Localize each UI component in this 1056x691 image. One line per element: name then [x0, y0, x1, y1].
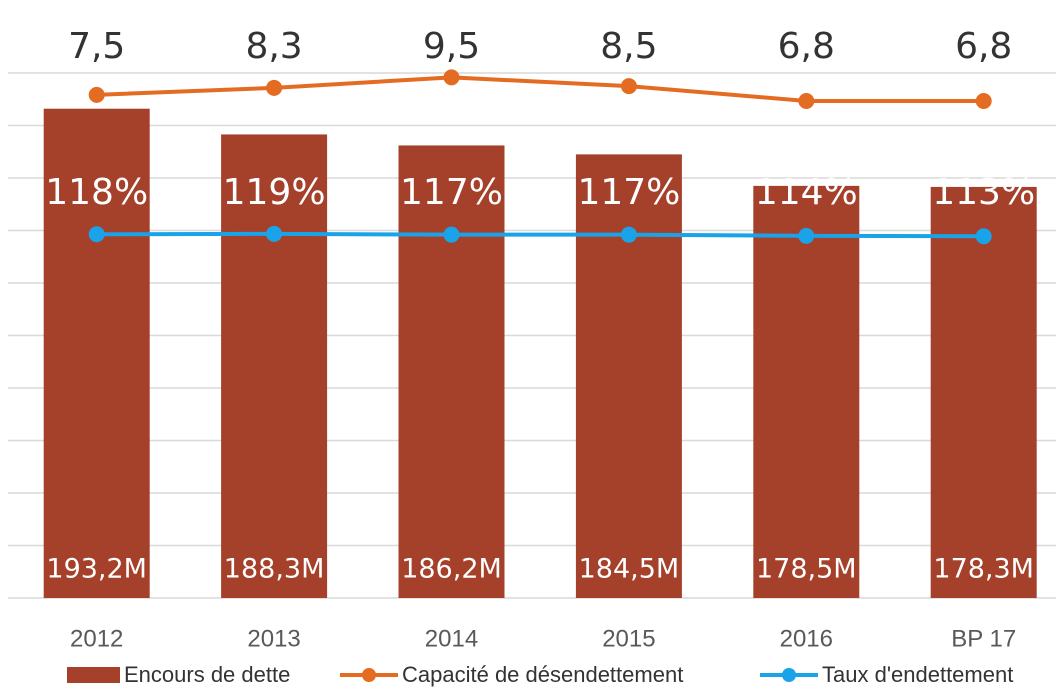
x-tick-label: 2015 [602, 625, 655, 652]
bar-label: 193,2M [46, 554, 147, 585]
bar [221, 134, 328, 599]
bar [930, 186, 1037, 599]
legend: Encours de dette Capacité de désendettem… [67, 662, 1013, 687]
x-tick-label: 2012 [70, 625, 123, 652]
line-marker [620, 226, 637, 243]
bar [43, 108, 150, 598]
line-marker [88, 86, 105, 103]
bar [398, 145, 505, 598]
rate-label: 113% [932, 172, 1035, 213]
line-marker [266, 225, 283, 242]
x-tick-label: 2016 [780, 625, 833, 652]
line [96, 231, 984, 239]
line [96, 75, 984, 103]
legend-swatch [67, 667, 120, 683]
line-marker [798, 93, 815, 109]
legend-label: Capacité de désendettement [402, 662, 683, 687]
line-label: 8,3 [245, 26, 302, 67]
line-marker [443, 226, 460, 243]
x-tick-label: BP 17 [951, 625, 1016, 652]
line-label: 9,5 [423, 26, 480, 67]
legend-label: Encours de dette [124, 662, 290, 687]
bar [575, 154, 682, 598]
line-marker [88, 226, 105, 243]
bar-label: 188,3M [224, 554, 325, 585]
line-marker [266, 79, 283, 96]
x-tick-label: 2014 [425, 625, 478, 652]
bar-label: 184,5M [579, 554, 680, 585]
line-label: 7,5 [68, 26, 125, 67]
line-marker [798, 227, 815, 244]
rate-label: 117% [577, 172, 680, 213]
line-label: 6,8 [955, 26, 1012, 67]
legend-label: Taux d'endettement [822, 662, 1013, 687]
legend-swatch [782, 668, 796, 682]
bar-label: 178,3M [933, 554, 1034, 585]
line-label: 6,8 [778, 26, 835, 67]
line-marker [975, 228, 992, 245]
x-tick-label: 2013 [247, 625, 300, 652]
bar-label: 178,5M [756, 554, 857, 585]
line-label: 8,5 [600, 26, 657, 67]
line-marker [443, 69, 460, 86]
bar [753, 185, 860, 598]
rate-label: 114% [755, 172, 858, 213]
legend-swatch [362, 668, 376, 682]
rate-label: 119% [223, 172, 326, 213]
line-marker [975, 93, 992, 109]
rate-label: 117% [400, 172, 503, 213]
line-marker [620, 78, 637, 95]
rate-label: 118% [45, 172, 148, 213]
bar-label: 186,2M [401, 554, 502, 585]
